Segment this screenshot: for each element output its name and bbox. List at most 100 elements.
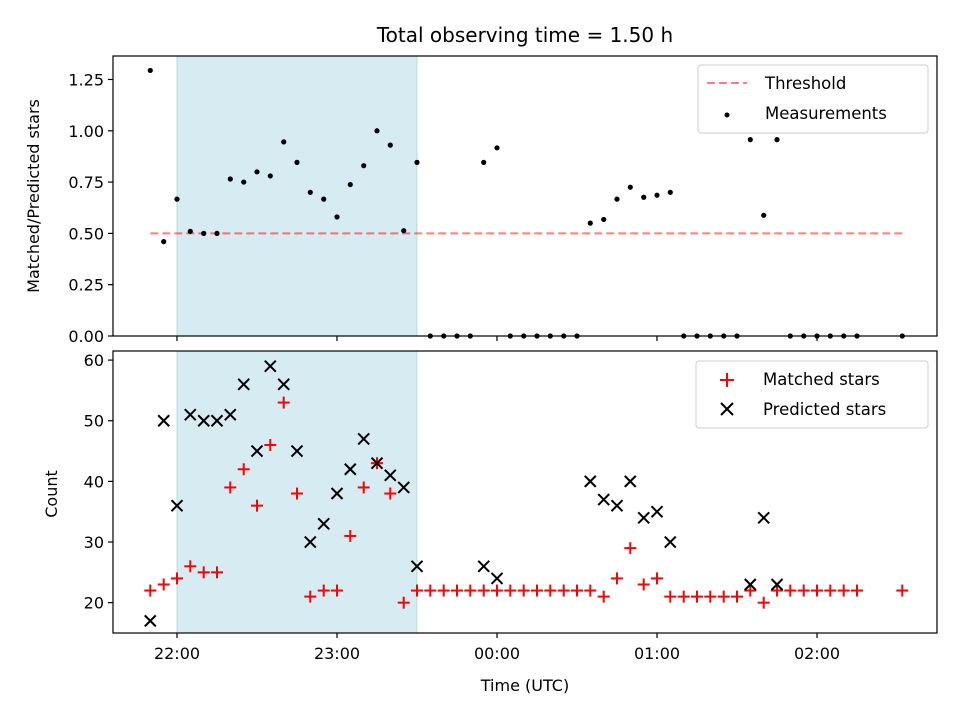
predicted-star-point	[370, 456, 384, 470]
matched-star-point	[824, 584, 837, 597]
predicted-star-point	[224, 408, 237, 421]
matched-star-point	[837, 584, 850, 597]
predicted-star-point	[624, 475, 637, 488]
matched-star-point	[517, 584, 530, 597]
measurement-point	[494, 145, 500, 151]
matched-star-point	[811, 584, 823, 597]
x-tick-label: 02:00	[794, 644, 840, 663]
bottom-legend: Matched stars Predicted stars	[695, 360, 929, 429]
measurement-point	[227, 176, 233, 182]
predicted-star-point	[157, 414, 170, 427]
predicted-star-point	[317, 517, 330, 531]
predicted-star-point	[597, 493, 610, 506]
predicted-star-point	[170, 499, 184, 512]
measurement-point	[401, 228, 407, 234]
measurement-point	[667, 189, 673, 195]
predicted-star-point	[344, 463, 357, 476]
matched-star-point	[651, 572, 663, 585]
matched-star-point	[504, 584, 517, 597]
matched-star-point	[731, 590, 743, 603]
legend-measurements-swatch	[724, 112, 730, 118]
matched-star-point	[771, 584, 783, 597]
matched-star-point	[344, 529, 357, 542]
matched-star-point	[184, 560, 197, 573]
top-legend: Threshold Measurements	[697, 64, 929, 134]
measurement-point	[307, 189, 313, 195]
matched-star-point	[224, 481, 237, 494]
measurement-point	[481, 159, 487, 165]
matched-star-point	[424, 584, 437, 597]
legend-measurements-label: Measurements	[765, 104, 887, 123]
matched-star-point	[171, 572, 183, 585]
matched-star-point	[531, 584, 543, 597]
measurement-point	[627, 184, 633, 190]
top-y-ticks: 0.00 0.25 0.50 0.75 1.00 1.25	[68, 70, 113, 346]
predicted-star-point	[744, 578, 757, 591]
measurement-point	[267, 173, 273, 179]
y-tick-label: 0.75	[68, 173, 104, 192]
measurement-point	[294, 159, 300, 165]
predicted-star-point	[757, 511, 770, 524]
bottom-y-ticks: 20 30 40 50 60	[84, 351, 113, 613]
legend-predicted-label: Predicted stars	[763, 400, 886, 419]
matched-star-point	[144, 584, 157, 597]
y-tick-label: 0.50	[68, 224, 104, 243]
measurement-point	[147, 67, 153, 74]
top-axes-frame	[112, 55, 938, 337]
measurement-point	[414, 159, 420, 165]
matched-star-point	[611, 572, 623, 585]
predicted-star-point	[290, 444, 304, 458]
matched-star-point	[637, 578, 650, 591]
measurement-point	[601, 216, 607, 223]
measurement-point	[747, 137, 753, 143]
bottom-panel: 20 30 40 50 60 22:00 23:00 00:00 01:00 02:00 Cou…	[42, 350, 938, 695]
x-tick-label: 00:00	[474, 644, 520, 663]
matched-star-point	[557, 584, 570, 597]
predicted-star-point	[637, 511, 650, 524]
predicted-star-point	[184, 408, 197, 421]
matched-star-point	[291, 487, 303, 500]
measurement-point	[587, 220, 593, 226]
matched-star-point	[704, 590, 717, 603]
legend-matched-label: Matched stars	[763, 370, 880, 389]
matched-star-point	[851, 584, 863, 597]
measurement-point	[161, 238, 167, 245]
matched-star-point	[451, 584, 463, 597]
predicted-stars-points	[144, 359, 784, 628]
predicted-star-point	[277, 378, 290, 391]
matched-star-point	[896, 584, 909, 597]
matched-star-point	[464, 584, 477, 597]
predicted-star-point	[410, 560, 424, 573]
measurement-point	[347, 181, 353, 188]
matched-star-point	[304, 590, 317, 603]
measurement-point	[614, 196, 620, 202]
matched-star-point	[357, 481, 370, 494]
y-tick-label: 50	[84, 412, 104, 431]
predicted-star-point	[197, 414, 210, 427]
predicted-star-point	[250, 444, 264, 458]
predicted-star-point	[610, 499, 624, 512]
top-panel: Total observing time = 1.50 h 0.000.250.…	[24, 23, 938, 346]
matched-star-point	[544, 584, 557, 597]
predicted-star-point	[304, 535, 317, 549]
matched-star-point	[691, 590, 703, 603]
matched-star-point	[797, 584, 810, 597]
measurement-point	[641, 194, 647, 200]
measurement-point	[761, 212, 767, 218]
matched-star-point	[571, 584, 583, 597]
x-tick-label: 01:00	[634, 644, 680, 663]
legend-matched-swatch	[720, 373, 734, 387]
predicted-star-point	[384, 469, 397, 482]
matched-star-point	[597, 590, 610, 603]
matched-star-point	[717, 590, 730, 603]
top-legend-frame	[697, 64, 929, 134]
y-tick-label: 0.25	[68, 276, 104, 295]
matched-star-point	[277, 396, 290, 409]
predicted-star-point	[357, 432, 370, 446]
predicted-star-point	[650, 505, 664, 518]
predicted-star-point	[264, 359, 277, 373]
matched-star-point	[317, 584, 330, 597]
legend-threshold-label: Threshold	[764, 74, 846, 93]
matched-star-point	[251, 499, 263, 512]
matched-star-point	[197, 566, 210, 579]
